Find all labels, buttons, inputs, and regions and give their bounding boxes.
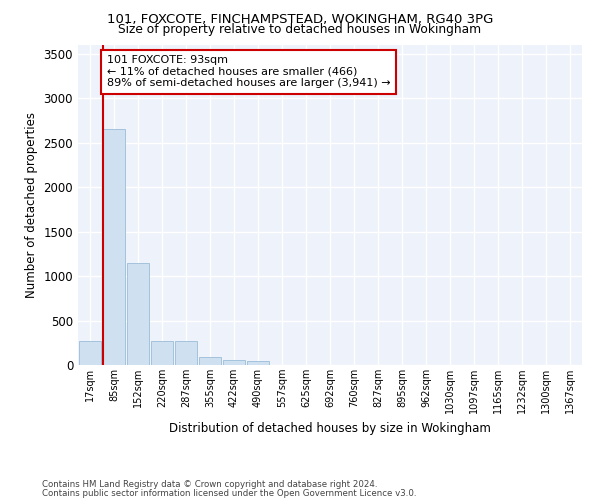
- Bar: [127, 263, 149, 365]
- Bar: [175, 341, 197, 365]
- Bar: [223, 360, 245, 365]
- Bar: [79, 341, 101, 365]
- Bar: [103, 130, 125, 365]
- Y-axis label: Number of detached properties: Number of detached properties: [25, 112, 38, 298]
- X-axis label: Distribution of detached houses by size in Wokingham: Distribution of detached houses by size …: [169, 422, 491, 434]
- Bar: [151, 341, 173, 365]
- Bar: [199, 357, 221, 365]
- Text: Size of property relative to detached houses in Wokingham: Size of property relative to detached ho…: [118, 22, 482, 36]
- Text: 101 FOXCOTE: 93sqm
← 11% of detached houses are smaller (466)
89% of semi-detach: 101 FOXCOTE: 93sqm ← 11% of detached hou…: [107, 55, 391, 88]
- Bar: [247, 362, 269, 365]
- Text: Contains public sector information licensed under the Open Government Licence v3: Contains public sector information licen…: [42, 488, 416, 498]
- Text: Contains HM Land Registry data © Crown copyright and database right 2024.: Contains HM Land Registry data © Crown c…: [42, 480, 377, 489]
- Text: 101, FOXCOTE, FINCHAMPSTEAD, WOKINGHAM, RG40 3PG: 101, FOXCOTE, FINCHAMPSTEAD, WOKINGHAM, …: [107, 12, 493, 26]
